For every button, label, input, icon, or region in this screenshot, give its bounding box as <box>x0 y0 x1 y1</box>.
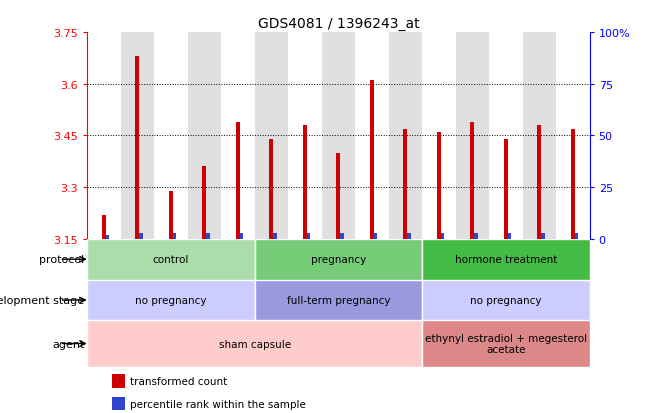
Text: hormone treatment: hormone treatment <box>455 254 557 265</box>
Bar <box>206 233 210 239</box>
Bar <box>273 233 277 239</box>
Bar <box>288 33 322 239</box>
Bar <box>121 33 154 239</box>
Bar <box>437 133 441 239</box>
Title: GDS4081 / 1396243_at: GDS4081 / 1396243_at <box>257 17 419 31</box>
Text: development stage: development stage <box>0 295 84 305</box>
Bar <box>87 320 422 367</box>
Bar <box>87 280 255 320</box>
Bar <box>422 280 590 320</box>
Bar <box>489 33 523 239</box>
Bar <box>113 374 125 388</box>
Text: protocol: protocol <box>40 254 84 265</box>
Bar <box>370 81 374 239</box>
Bar <box>403 129 407 239</box>
Bar <box>556 33 590 239</box>
Bar <box>374 233 377 239</box>
Bar <box>236 122 240 239</box>
Bar <box>139 233 143 239</box>
Bar <box>188 33 221 239</box>
Bar <box>441 233 444 239</box>
Bar <box>422 320 590 367</box>
Bar <box>575 233 578 239</box>
Bar <box>322 33 355 239</box>
Bar <box>537 126 541 239</box>
Text: control: control <box>153 254 189 265</box>
Bar <box>355 33 389 239</box>
Text: sham capsule: sham capsule <box>218 339 291 349</box>
Text: full-term pregnancy: full-term pregnancy <box>287 295 390 305</box>
Bar <box>541 233 545 239</box>
Bar <box>269 140 273 239</box>
Bar <box>407 233 411 239</box>
Bar <box>255 33 288 239</box>
Bar <box>87 239 255 280</box>
Bar <box>113 397 125 411</box>
Bar <box>571 129 575 239</box>
Text: no pregnancy: no pregnancy <box>470 295 541 305</box>
Bar <box>240 233 243 239</box>
Text: percentile rank within the sample: percentile rank within the sample <box>130 399 306 409</box>
Bar <box>508 233 511 239</box>
Bar <box>154 33 188 239</box>
Bar <box>255 280 422 320</box>
Bar <box>202 167 206 239</box>
Bar <box>303 126 307 239</box>
Bar <box>504 140 508 239</box>
Bar <box>87 33 121 239</box>
Bar <box>474 233 478 239</box>
Text: ethynyl estradiol + megesterol
acetate: ethynyl estradiol + megesterol acetate <box>425 333 587 354</box>
Bar <box>470 122 474 239</box>
Bar <box>106 235 109 239</box>
Text: no pregnancy: no pregnancy <box>135 295 206 305</box>
Bar <box>336 153 340 239</box>
Text: transformed count: transformed count <box>130 376 227 386</box>
Bar <box>422 239 590 280</box>
Bar <box>221 33 255 239</box>
Bar <box>340 233 344 239</box>
Bar <box>389 33 422 239</box>
Bar <box>135 57 139 239</box>
Bar <box>456 33 489 239</box>
Bar <box>169 191 173 239</box>
Bar <box>523 33 556 239</box>
Text: agent: agent <box>52 339 84 349</box>
Bar <box>422 33 456 239</box>
Bar <box>307 233 310 239</box>
Bar <box>255 239 422 280</box>
Text: pregnancy: pregnancy <box>311 254 366 265</box>
Bar <box>102 215 106 239</box>
Bar <box>173 233 176 239</box>
